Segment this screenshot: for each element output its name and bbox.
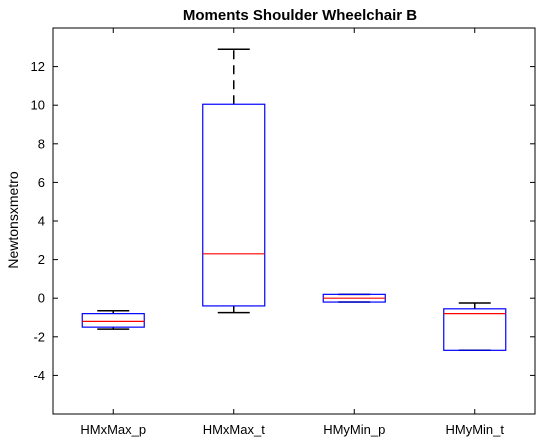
y-tick-label: 12	[31, 59, 45, 74]
y-tick-label: -4	[33, 368, 45, 383]
y-axis-label: Newtonsxmetro	[5, 171, 21, 268]
y-tick-label: 6	[38, 175, 45, 190]
box-HMxMax_t	[202, 103, 266, 307]
y-tick-label: 4	[38, 214, 45, 229]
y-tick-label: 10	[31, 98, 45, 113]
x-tick-label: HMyMin_p	[323, 422, 385, 437]
y-tick-label: 2	[38, 252, 45, 267]
chart-title: Moments Shoulder Wheelchair B	[183, 7, 417, 24]
box-HMyMin_t	[443, 308, 507, 351]
x-tick-label: HMyMin_t	[445, 422, 504, 437]
y-tick-label: 0	[38, 291, 45, 306]
box-HMxMax_p	[81, 313, 145, 328]
axes-frame	[52, 27, 536, 415]
x-tick-label: HMxMax_p	[80, 422, 146, 437]
x-tick-label: HMxMax_t	[203, 422, 266, 437]
plot-area: -4 -2 0 2 4 6 8 10 12 HMxMax_p HMxMax_t HMyMin_p HMy…	[31, 27, 536, 437]
y-tick-label: -2	[33, 329, 45, 344]
y-tick-label: 8	[38, 136, 45, 151]
